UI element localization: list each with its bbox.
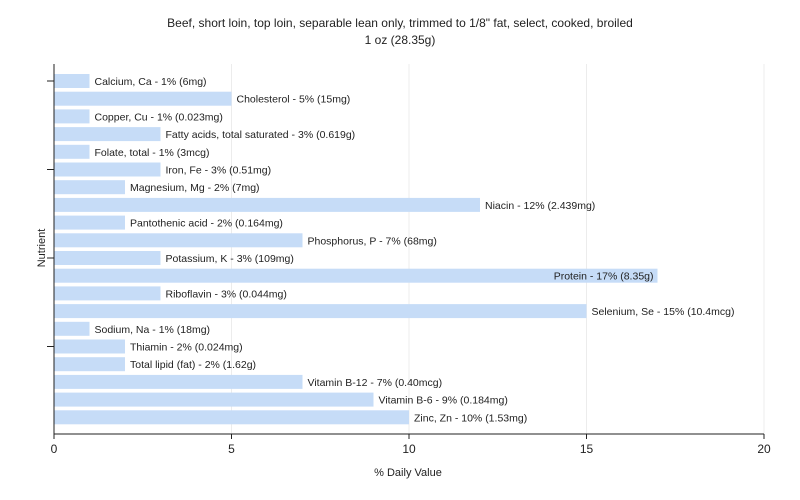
bar-label: Phosphorus, P - 7% (68mg) <box>308 235 437 247</box>
bar-label: Magnesium, Mg - 2% (7mg) <box>130 182 260 194</box>
bar <box>54 215 125 230</box>
bar <box>54 251 161 265</box>
bar <box>54 357 125 372</box>
bar-label: Cholesterol - 5% (15mg) <box>237 94 351 106</box>
bar <box>54 304 587 319</box>
bar-label: Potassium, K - 3% (109mg) <box>166 253 294 265</box>
bar <box>54 233 303 248</box>
x-tick-label: 0 <box>51 442 58 456</box>
chart-title: Beef, short loin, top loin, separable le… <box>167 16 633 30</box>
bar-label: Thiamin - 2% (0.024mg) <box>130 342 243 354</box>
bar-labels: Calcium, Ca - 1% (6mg) Cholesterol - 5% (… <box>95 76 735 424</box>
bar-label: Folate, total - 1% (3mcg) <box>95 147 210 159</box>
bars <box>54 74 658 425</box>
x-tick-label: 15 <box>580 442 594 456</box>
bar-label: Copper, Cu - 1% (0.023mg) <box>95 111 223 123</box>
x-tick-label: 10 <box>402 442 416 456</box>
y-axis-label: Nutrient <box>36 229 48 268</box>
bar-label: Riboflavin - 3% (0.044mg) <box>166 288 287 300</box>
bar <box>54 339 125 354</box>
bar <box>54 127 161 142</box>
bar-label: Total lipid (fat) - 2% (1.62g) <box>130 359 256 371</box>
bar-label: Vitamin B-6 - 9% (0.184mg) <box>379 395 508 407</box>
bar <box>54 162 161 177</box>
bar-label: Niacin - 12% (2.439mg) <box>485 200 595 212</box>
bar-label: Calcium, Ca - 1% (6mg) <box>95 76 207 88</box>
bar-label: Iron, Fe - 3% (0.51mg) <box>166 165 272 177</box>
axes: 0 5 10 15 20 <box>47 64 771 456</box>
chart-subtitle: 1 oz (28.35g) <box>365 33 436 47</box>
bar <box>54 392 374 407</box>
x-axis-label: % Daily Value <box>374 467 442 479</box>
bar-label: Vitamin B-12 - 7% (0.40mcg) <box>308 377 443 389</box>
bar-label: Sodium, Na - 1% (18mg) <box>95 324 211 336</box>
grid-lines <box>231 64 765 434</box>
bar <box>54 268 658 283</box>
bar-label: Pantothenic acid - 2% (0.164mg) <box>130 218 283 230</box>
bar <box>54 321 90 336</box>
bar-label: Zinc, Zn - 10% (1.53mg) <box>414 412 527 424</box>
x-tick-label: 5 <box>228 442 235 456</box>
bar <box>54 180 125 195</box>
bar <box>54 374 303 389</box>
bar <box>54 197 480 212</box>
x-tick-label: 20 <box>757 442 771 456</box>
bar <box>54 74 90 88</box>
bar <box>54 91 232 106</box>
bar <box>54 109 90 124</box>
bar-label: Protein - 17% (8.35g) <box>554 271 654 283</box>
bar-label: Fatty acids, total saturated - 3% (0.619… <box>166 129 356 141</box>
bar <box>54 286 161 301</box>
bar-label: Selenium, Se - 15% (10.4mcg) <box>592 306 735 318</box>
bar <box>54 410 409 425</box>
bar <box>54 144 90 159</box>
